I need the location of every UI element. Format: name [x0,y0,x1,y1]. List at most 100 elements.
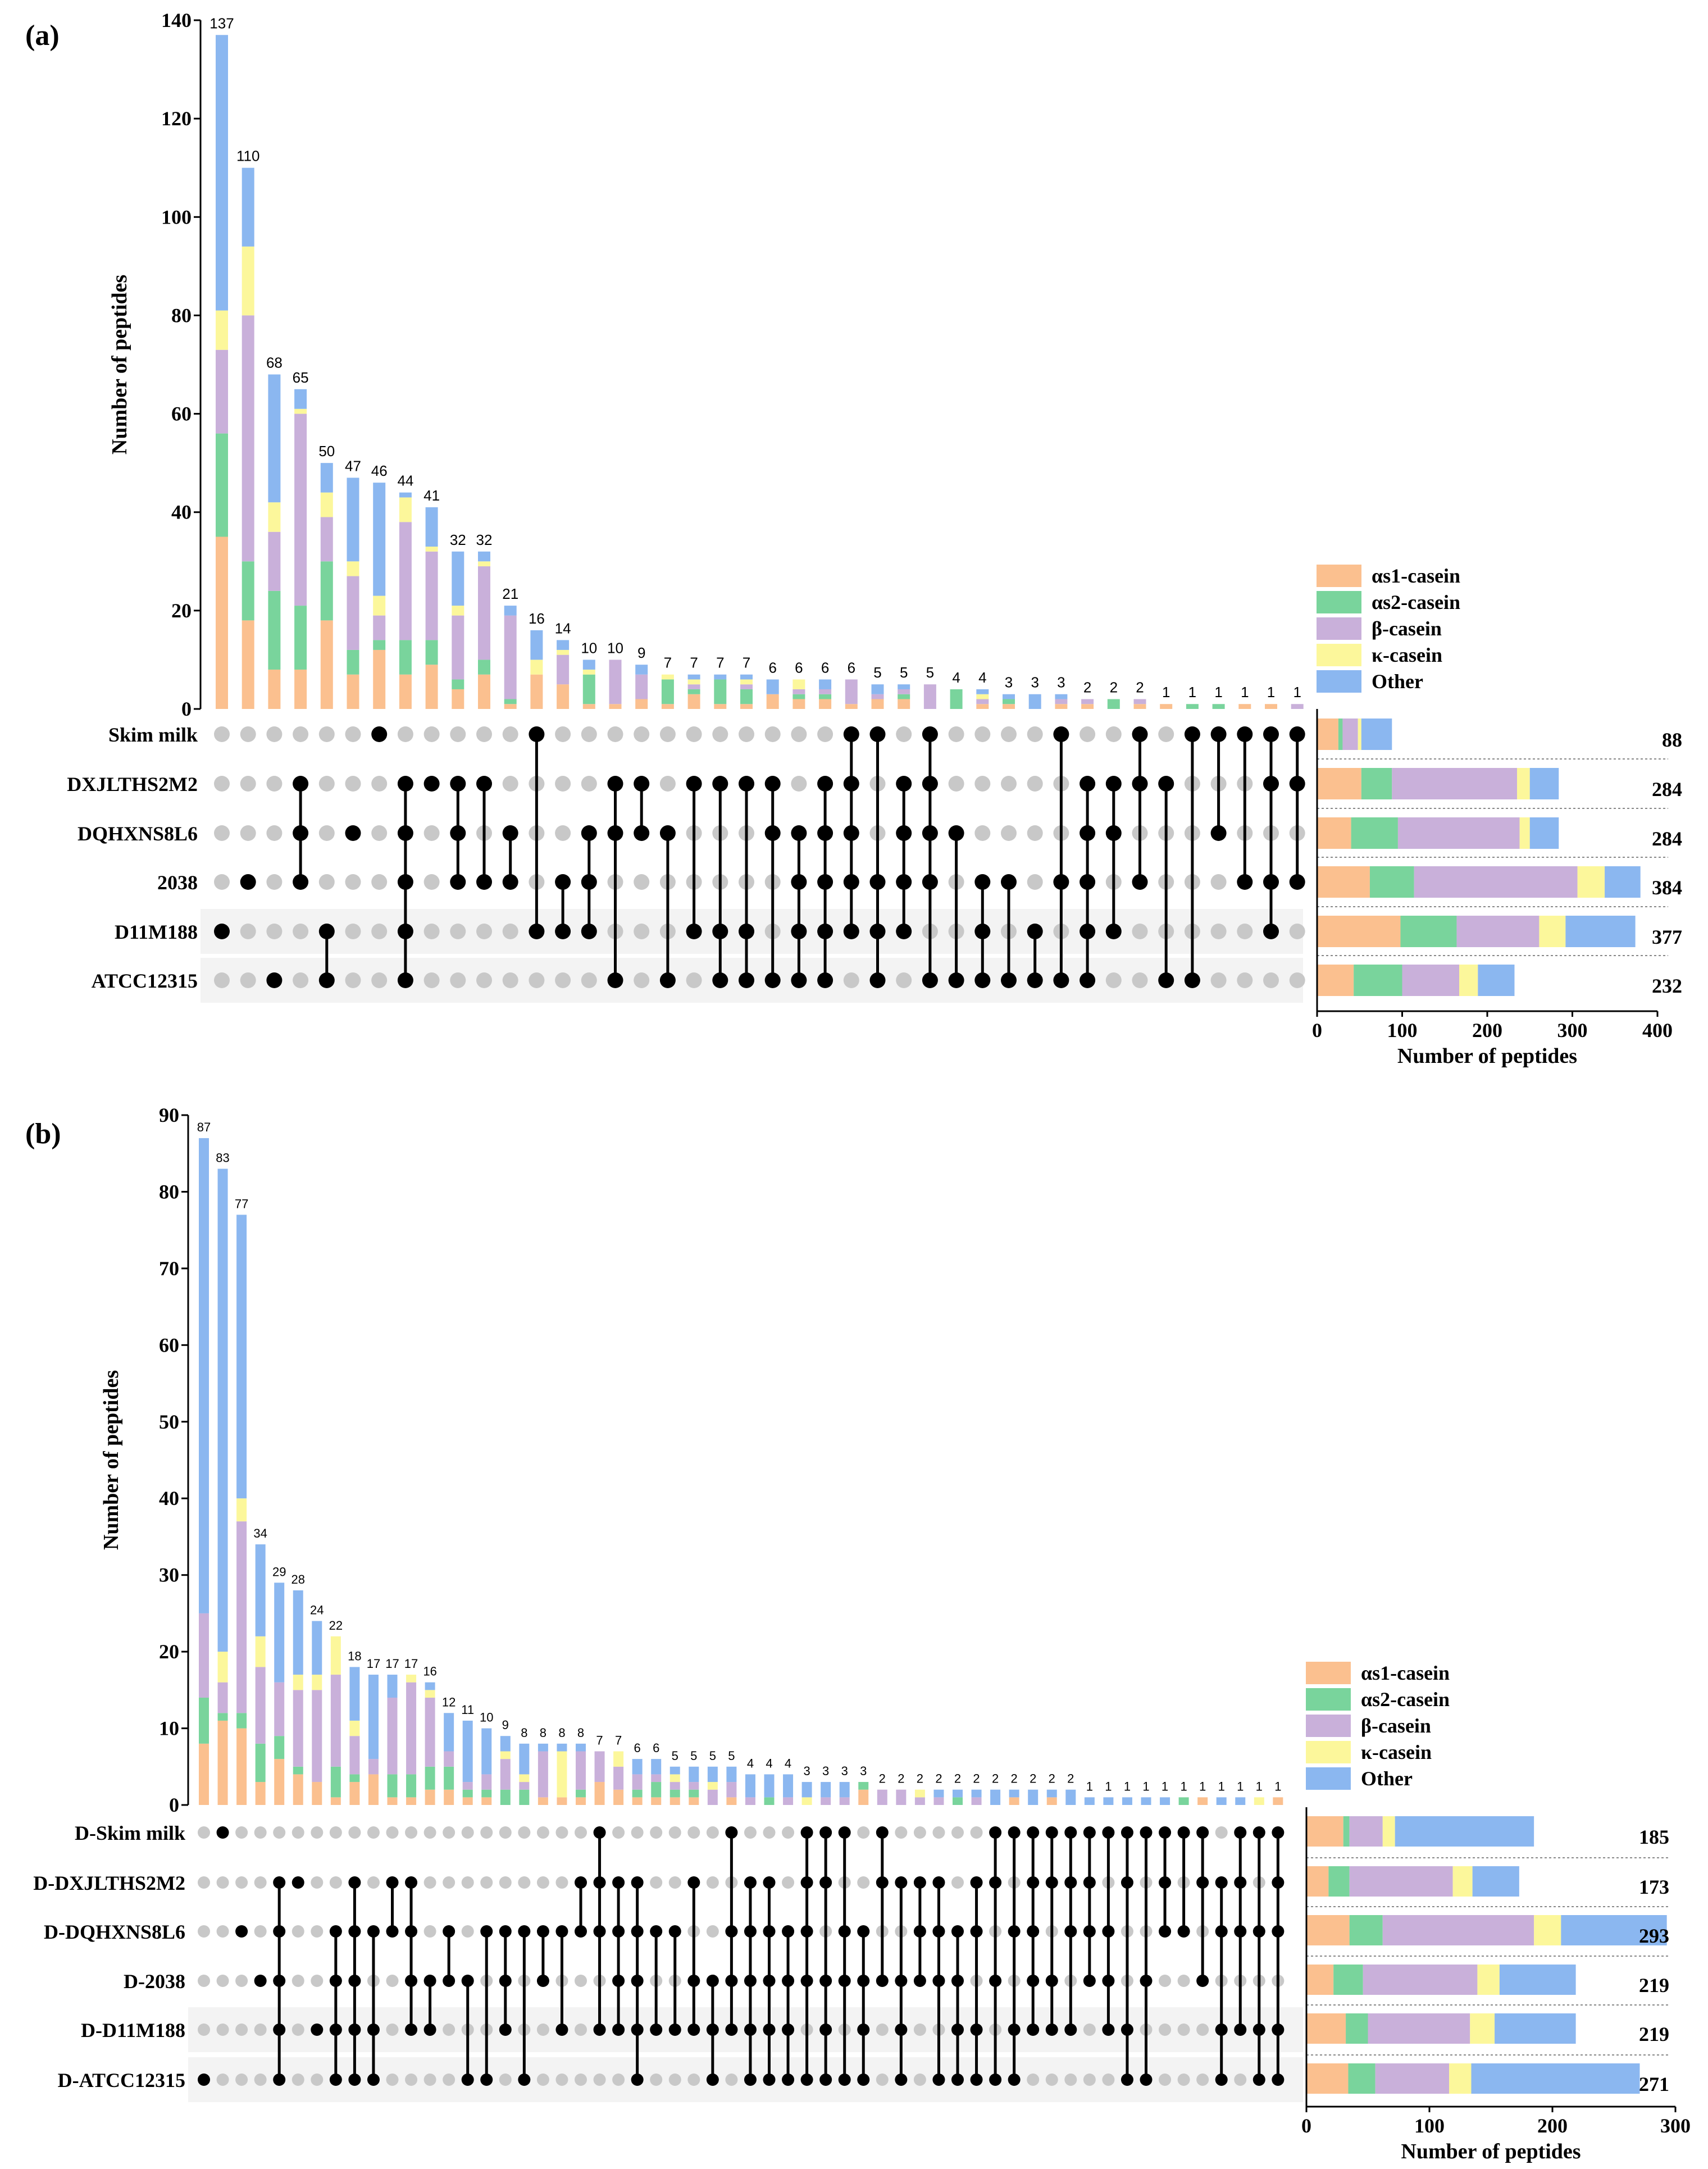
bar-segment [293,1675,303,1690]
bar-segment [236,1215,247,1499]
bar-segment [1055,694,1068,699]
bar-segment [1107,699,1120,709]
bar-value-label: 4 [747,1756,754,1770]
bar-segment [1254,1797,1264,1805]
bar-segment [255,1667,266,1744]
matrix-dot-inactive [555,776,571,792]
matrix-dot-inactive [443,1876,456,1889]
matrix-dot-inactive [1159,1975,1172,1987]
matrix-dot-inactive [668,2073,681,2086]
bar-segment [1003,704,1015,709]
set-size-segment [1449,2063,1472,2094]
matrix-dot-inactive [240,972,256,988]
matrix-dot-inactive [744,1826,757,1839]
matrix-dot-inactive [499,2073,512,2086]
matrix-dot-inactive [1001,726,1017,742]
matrix-dot-inactive [1159,2024,1172,2036]
bar-segment [462,1720,473,1783]
bar-segment [1084,1797,1095,1805]
matrix-dot-inactive [1158,726,1174,742]
matrix-dot-active [311,2024,324,2036]
bar-value-label: 110 [236,148,259,165]
y-tick-label: 70 [159,1257,179,1280]
matrix-dot-inactive [423,1826,436,1839]
bar-segment [613,1789,624,1805]
set-size-segment [1470,2013,1495,2044]
set-size-segment [1328,1866,1350,1897]
bar-segment [320,517,333,562]
matrix-dot-inactive [240,924,256,939]
bar-segment [255,1743,266,1783]
matrix-dot-inactive [348,1826,361,1839]
bar-segment [347,576,359,650]
bar-value-label: 1 [1293,684,1301,701]
legend-label: αs2-casein [1361,1688,1450,1711]
legend-swatch [1306,1715,1351,1737]
bar-segment [576,1797,586,1805]
set-size-label: 219 [1639,1974,1669,1997]
bar-value-label: 2 [973,1772,980,1786]
bar-segment [687,694,700,709]
matrix-dot-active [198,2073,210,2086]
bar-segment [923,684,936,709]
bar-value-label: 6 [795,659,803,676]
bar-segment [504,699,517,704]
bar-value-label: 18 [348,1649,361,1663]
matrix-dot-inactive [318,874,335,890]
matrix-dot-inactive [612,1826,625,1839]
set-size-segment [1306,1915,1350,1945]
set-size-segment [1477,1965,1500,1995]
set-name: D-D11M188 [81,2019,185,2041]
bar-segment [1055,704,1068,709]
matrix-dot-inactive [292,1826,304,1839]
matrix-dot-inactive [1027,874,1043,890]
bar-segment [976,689,989,694]
matrix-dot-active [235,1925,248,1938]
set-size-segment [1354,965,1402,996]
bar-value-label: 1 [1274,1779,1281,1793]
set-size-segment [1456,916,1540,947]
bar-segment [687,679,700,685]
bar-segment [689,1766,699,1783]
matrix-dot-inactive [450,726,466,742]
matrix-dot-inactive [214,972,230,988]
bar-segment [764,1774,775,1798]
set-size-segment [1358,719,1361,750]
bar-segment [839,1797,850,1805]
set-size-label: 88 [1662,729,1682,751]
matrix-dot-inactive [763,1826,776,1839]
bar-segment [217,1168,228,1652]
bar-segment [452,679,464,689]
bar-segment [651,1782,662,1798]
bar-segment [425,1766,435,1790]
matrix-dot-active [266,972,283,988]
matrix-dot-inactive [476,726,492,742]
bar-segment [687,684,700,689]
matrix-dot-inactive [555,1876,568,1889]
bar-segment [801,1797,812,1805]
matrix-dot-inactive [913,1826,926,1839]
matrix-dot-inactive [593,2073,606,2086]
matrix-dot-inactive [423,1925,436,1938]
matrix-dot-inactive [273,1826,286,1839]
matrix-dot-inactive [1027,726,1043,742]
y-tick-label: 0 [169,1794,179,1816]
matrix-dot-inactive [371,825,388,841]
matrix-dot-inactive [266,776,283,792]
bar-value-label: 3 [1005,674,1013,691]
bar-segment [635,665,648,675]
bar-segment [255,1782,266,1805]
matrix-dot-inactive [739,726,754,742]
bar-segment [845,679,858,704]
matrix-dot-inactive [198,1925,210,1938]
bar-segment [740,684,753,689]
matrix-dot-inactive [292,1975,304,1987]
matrix-dot-inactive [1263,972,1279,988]
matrix-dot-inactive [1289,972,1305,988]
bar-value-label: 17 [385,1657,399,1671]
bar-segment [726,1797,737,1805]
bar-segment [444,1713,454,1752]
bar-value-label: 137 [209,15,234,31]
matrix-dot-inactive [386,2073,399,2086]
